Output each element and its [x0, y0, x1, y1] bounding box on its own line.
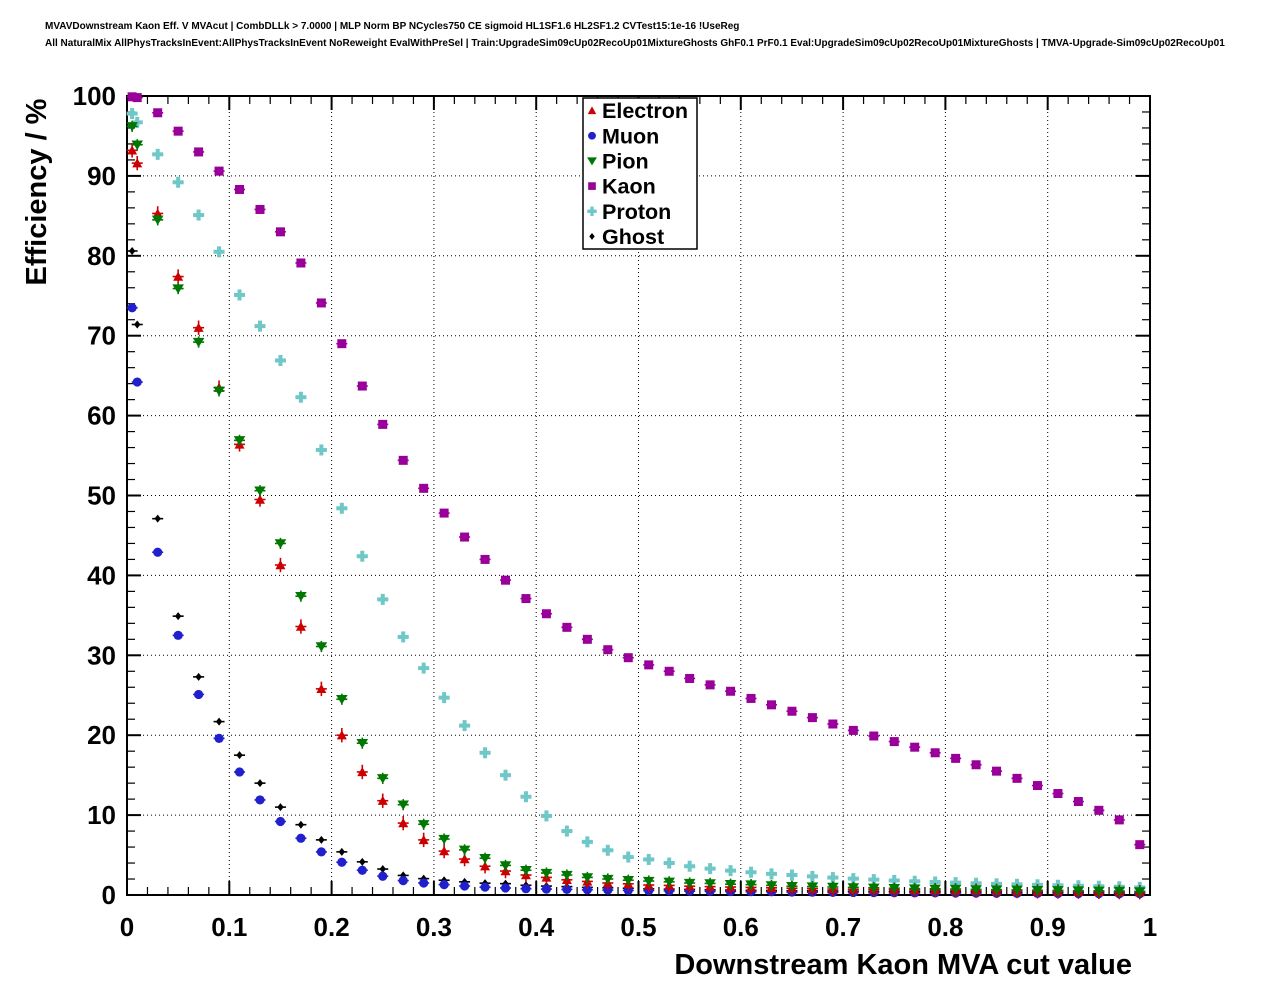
series-electron	[126, 143, 1146, 900]
y-tick-label: 100	[73, 81, 116, 111]
x-tick-label: 0.1	[211, 912, 247, 942]
legend-label: Kaon	[602, 175, 656, 199]
x-tick-label: 0	[120, 912, 134, 942]
y-tick-label: 90	[87, 161, 116, 191]
legend-label: Electron	[602, 99, 688, 123]
tick-labels: 0 10 20 30 40 50 60 70 80 90 100 0 0.1 0.2 0.3 0.4 0.5 0.…	[73, 81, 1158, 942]
y-tick-label: 40	[87, 560, 116, 590]
y-tick-label: 80	[87, 241, 116, 271]
y-tick-label: 70	[87, 321, 116, 351]
y-tick-label: 30	[87, 640, 116, 670]
legend-box	[582, 97, 698, 250]
y-tick-label: 0	[102, 880, 116, 910]
plot-title-line2: All NaturalMix AllPhysTracksInEvent:AllP…	[45, 38, 1225, 49]
y-axis-title: Efficiency / %	[21, 98, 53, 285]
x-tick-label: 0.7	[825, 912, 861, 942]
series-kaon	[126, 92, 1146, 850]
x-tick-label: 0.8	[927, 912, 963, 942]
series-pion	[126, 120, 1146, 897]
x-tick-label: 0.5	[620, 912, 656, 942]
x-tick-label: 0.4	[518, 912, 555, 942]
x-tick-label: 0.3	[416, 912, 452, 942]
y-tick-label: 50	[87, 481, 116, 511]
y-tick-label: 10	[87, 800, 116, 830]
plot-title-line1: MVAVDownstream Kaon Eff. V MVAcut | Comb…	[45, 21, 740, 32]
legend-label: Proton	[602, 200, 671, 224]
x-tick-label: 1	[1143, 912, 1157, 942]
x-tick-label: 0.2	[314, 912, 350, 942]
series-ghost	[126, 247, 1146, 897]
x-tick-label: 0.9	[1030, 912, 1066, 942]
legend-label: Ghost	[602, 225, 664, 249]
legend-label: Muon	[602, 124, 659, 148]
y-tick-label: 60	[87, 401, 116, 431]
axis-ticks	[126, 95, 1151, 896]
legend-label: Pion	[602, 149, 649, 173]
grid-lines	[127, 96, 1150, 895]
y-tick-label: 20	[87, 720, 116, 750]
x-axis-title: Downstream Kaon MVA cut value	[674, 949, 1132, 981]
x-tick-label: 0.6	[723, 912, 759, 942]
